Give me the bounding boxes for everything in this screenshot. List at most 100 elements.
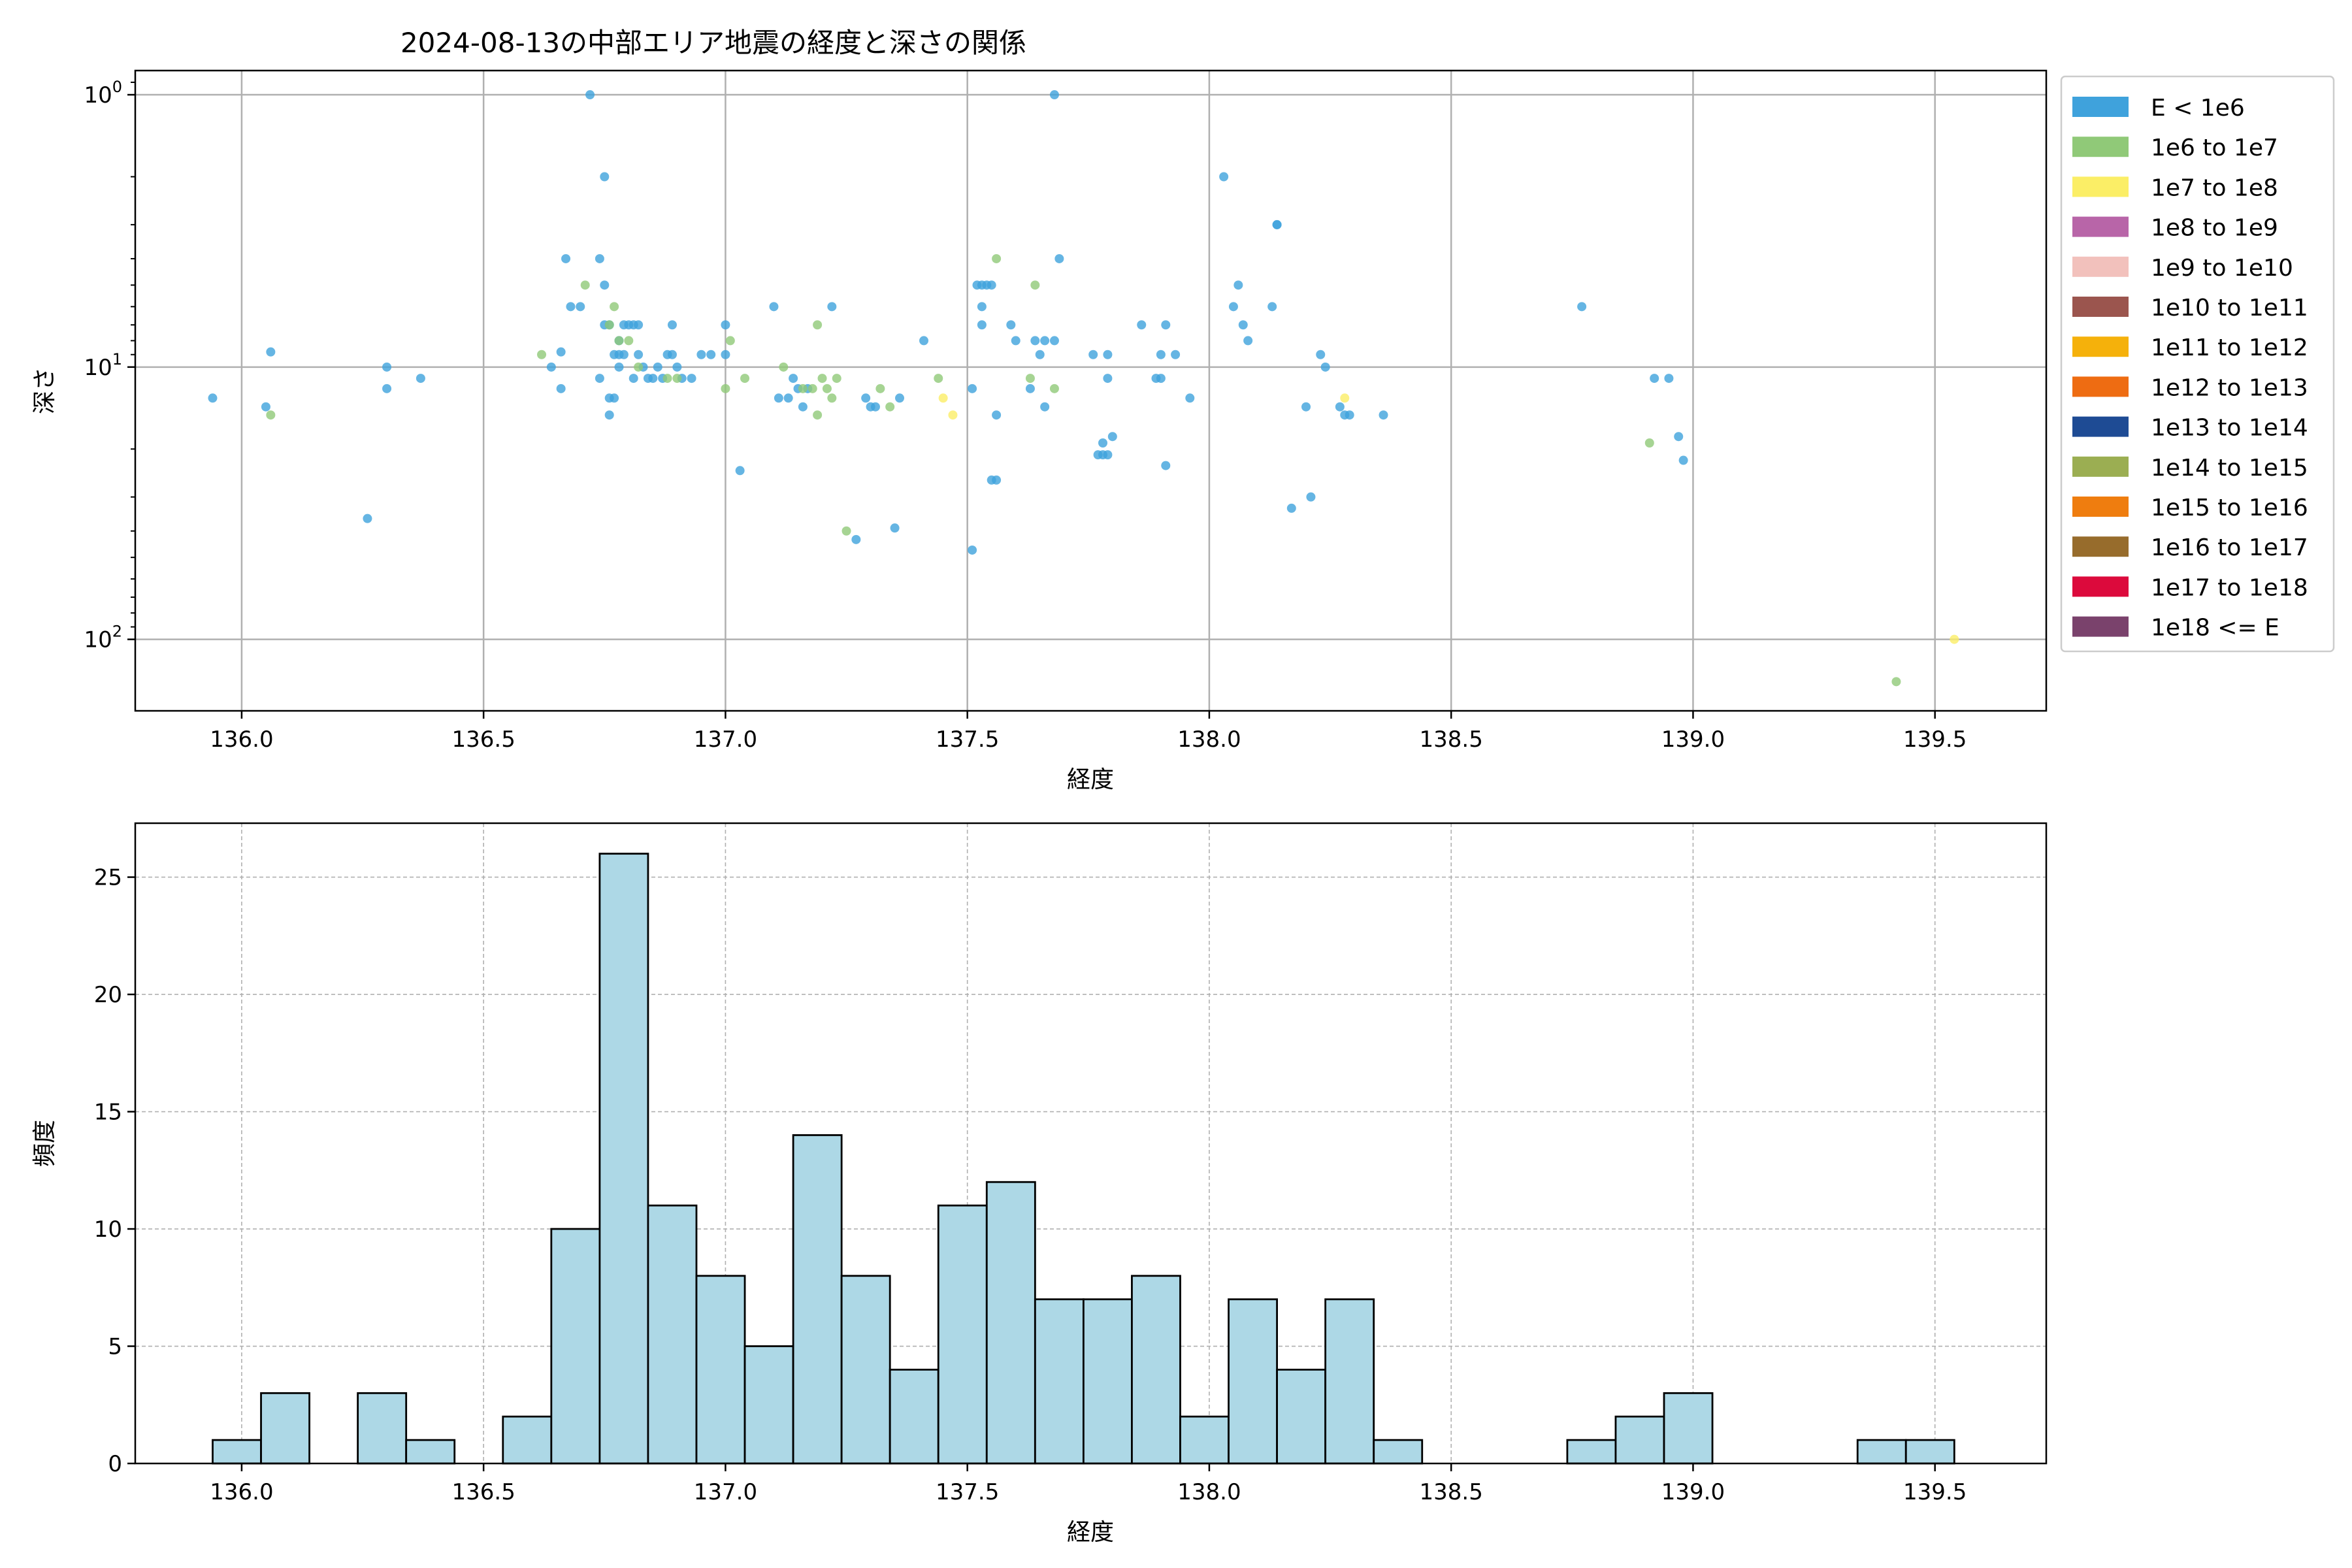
scatter-point: [885, 402, 895, 412]
scatter-x-tick-label: 137.0: [694, 727, 757, 753]
scatter-point: [595, 253, 604, 263]
scatter-point: [1345, 410, 1354, 420]
scatter-point: [546, 362, 556, 372]
scatter-point: [634, 320, 644, 330]
scatter-point: [556, 347, 566, 357]
legend-swatch: [2072, 216, 2129, 237]
scatter-point: [1156, 350, 1166, 359]
tick-base: 10: [84, 355, 112, 381]
scatter-point: [604, 320, 614, 330]
legend-swatch: [2072, 256, 2129, 277]
scatter-point: [968, 545, 977, 555]
scatter-point: [1171, 350, 1181, 359]
histogram-bar: [1276, 1369, 1327, 1465]
histogram-bar: [1566, 1439, 1617, 1465]
histogram-bar: [1228, 1298, 1278, 1465]
legend-label: 1e6 to 1e7: [2151, 135, 2278, 161]
scatter-point: [610, 302, 619, 312]
scatter-point: [987, 280, 996, 290]
scatter-point: [634, 350, 644, 359]
scatter-point: [798, 384, 808, 393]
legend-swatch: [2072, 137, 2129, 157]
legend-label: 1e16 to 1e17: [2151, 534, 2308, 561]
scatter-point: [779, 362, 789, 372]
histogram-bar: [357, 1392, 408, 1465]
scatter-point: [672, 374, 682, 384]
scatter-point: [992, 410, 1002, 420]
legend-swatch: [2072, 576, 2129, 597]
histogram-bar: [1082, 1298, 1133, 1465]
legend-label: 1e10 to 1e11: [2151, 295, 2308, 321]
histogram-x-tick-label: 137.0: [694, 1479, 757, 1505]
scatter-point: [1243, 336, 1253, 346]
scatter-x-axis-label: 経度: [1067, 766, 1114, 793]
scatter-point: [595, 374, 604, 384]
legend-swatch: [2072, 297, 2129, 317]
scatter-point: [1185, 393, 1195, 403]
histogram-y-tick-label: 25: [94, 865, 122, 891]
scatter-point: [614, 336, 624, 346]
scatter-point: [1219, 172, 1229, 182]
legend-label: 1e9 to 1e10: [2151, 255, 2293, 282]
scatter-point: [822, 384, 832, 393]
scatter-point: [619, 350, 629, 359]
scatter-point: [1650, 374, 1659, 384]
scatter-point: [1228, 302, 1238, 312]
histogram-y-tick-label: 20: [94, 982, 122, 1008]
histogram-bar: [1856, 1439, 1907, 1465]
scatter-point: [576, 302, 585, 312]
scatter-point: [1306, 492, 1316, 502]
histogram-bar: [1373, 1439, 1424, 1465]
histogram-bar: [889, 1369, 939, 1465]
scatter-point: [382, 362, 392, 372]
scatter-point: [610, 393, 619, 403]
scatter-point: [1098, 438, 1108, 448]
histogram-bar: [840, 1275, 891, 1465]
scatter-point: [667, 350, 677, 359]
histogram-bar: [212, 1439, 262, 1465]
histogram-bar: [985, 1181, 1036, 1465]
histogram-plot-frame: [134, 822, 2048, 1465]
scatter-point: [363, 514, 372, 523]
tick-base: 10: [84, 627, 112, 653]
scatter-point: [687, 374, 696, 384]
scatter-point: [1674, 432, 1684, 442]
scatter-point: [416, 374, 425, 384]
histogram-y-ticks: 0 5 10 15 20 25: [94, 865, 135, 1477]
scatter-point: [1011, 336, 1021, 346]
scatter-y-tick-label: 101: [84, 350, 122, 381]
scatter-x-tick-label: 138.5: [1420, 727, 1483, 753]
scatter-point: [798, 402, 808, 412]
histogram-bar: [598, 853, 649, 1465]
scatter-point: [832, 374, 841, 384]
scatter-point: [789, 374, 798, 384]
legend-swatch: [2072, 456, 2129, 477]
histogram-y-axis-label: 頻度: [31, 1120, 58, 1167]
scatter-point: [266, 410, 276, 420]
legend-swatch: [2072, 536, 2129, 557]
histogram-bars: [212, 853, 1955, 1465]
scatter-point: [1340, 393, 1350, 403]
scatter-point: [566, 302, 576, 312]
scatter-point: [890, 523, 900, 533]
histogram-y-tick-label: 5: [108, 1334, 122, 1360]
scatter-point: [600, 280, 610, 290]
scatter-point: [1103, 374, 1113, 384]
histogram-bar: [647, 1204, 698, 1465]
scatter-point: [614, 362, 624, 372]
scatter-point: [1316, 350, 1326, 359]
scatter-y-tick-label: 102: [84, 623, 122, 653]
scatter-point: [934, 374, 943, 384]
legend-swatch: [2072, 336, 2129, 357]
scatter-point: [696, 350, 706, 359]
scatter-point: [725, 336, 735, 346]
legend-label: 1e11 to 1e12: [2151, 335, 2308, 361]
legend-label: 1e14 to 1e15: [2151, 455, 2308, 482]
scatter-point: [604, 410, 614, 420]
scatter-y-tick-label: 100: [84, 78, 122, 108]
scatter-point: [1891, 677, 1901, 687]
scatter-point: [261, 402, 270, 412]
scatter-point: [1049, 336, 1059, 346]
histogram-bar: [260, 1392, 310, 1465]
